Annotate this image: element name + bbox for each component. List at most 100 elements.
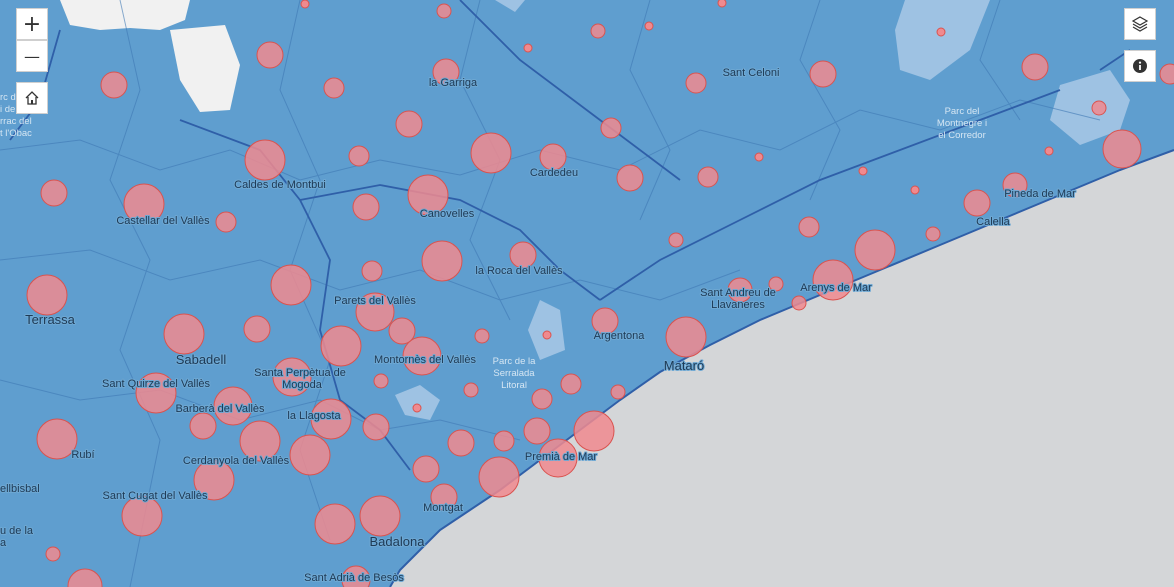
bubble-marker[interactable]	[163, 313, 205, 355]
small-marker[interactable]	[412, 403, 422, 413]
bubble-marker[interactable]	[798, 216, 820, 238]
bubble-marker[interactable]	[402, 336, 442, 376]
bubble-marker[interactable]	[809, 60, 837, 88]
bubble-marker[interactable]	[395, 110, 423, 138]
bubble-marker[interactable]	[925, 226, 941, 242]
bubble-marker[interactable]	[36, 418, 78, 460]
bubble-marker[interactable]	[963, 189, 991, 217]
small-marker[interactable]	[644, 21, 654, 31]
small-marker[interactable]	[717, 0, 727, 8]
bubble-marker[interactable]	[470, 132, 512, 174]
bubble-marker[interactable]	[1021, 53, 1049, 81]
zoom-out-button[interactable]: —	[16, 40, 48, 72]
home-button[interactable]	[16, 82, 48, 114]
bubble-marker[interactable]	[685, 72, 707, 94]
bubble-marker[interactable]	[493, 430, 515, 452]
zoom-in-button[interactable]: +	[16, 8, 48, 40]
small-marker[interactable]	[300, 0, 310, 9]
bubble-marker[interactable]	[1002, 172, 1028, 198]
place-label: Sant Adrià de Besòs	[304, 572, 404, 584]
bubble-marker[interactable]	[355, 292, 395, 332]
bubble-marker[interactable]	[768, 276, 784, 292]
bubble-marker[interactable]	[531, 388, 553, 410]
bubble-marker[interactable]	[213, 386, 253, 426]
small-marker[interactable]	[936, 27, 946, 37]
bubble-marker[interactable]	[463, 382, 479, 398]
small-marker[interactable]	[1044, 146, 1054, 156]
bubble-marker[interactable]	[447, 429, 475, 457]
bubble-marker[interactable]	[1159, 63, 1174, 85]
bubble-marker[interactable]	[270, 264, 312, 306]
bubble-marker[interactable]	[665, 316, 707, 358]
bubble-marker[interactable]	[1091, 100, 1107, 116]
bubble-marker[interactable]	[244, 139, 286, 181]
bubble-marker[interactable]	[412, 455, 440, 483]
small-marker[interactable]	[523, 43, 533, 53]
bubble-marker[interactable]	[320, 325, 362, 367]
bubble-marker[interactable]	[243, 315, 271, 343]
bubble-marker[interactable]	[812, 259, 854, 301]
bubble-marker[interactable]	[509, 241, 537, 269]
bubble-marker[interactable]	[67, 568, 103, 587]
bubble-marker[interactable]	[388, 317, 416, 345]
bubble-marker[interactable]	[123, 183, 165, 225]
bubble-marker[interactable]	[590, 23, 606, 39]
bubble-marker[interactable]	[474, 328, 490, 344]
bubble-marker[interactable]	[100, 71, 128, 99]
bubble-marker[interactable]	[791, 295, 807, 311]
bubble-marker[interactable]	[362, 413, 390, 441]
bubble-marker[interactable]	[26, 274, 68, 316]
small-marker[interactable]	[910, 185, 920, 195]
bubble-marker[interactable]	[193, 459, 235, 501]
bubble-marker[interactable]	[697, 166, 719, 188]
bubble-marker[interactable]	[523, 417, 551, 445]
bubble-marker[interactable]	[430, 483, 458, 511]
bubble-marker[interactable]	[348, 145, 370, 167]
bubble-marker[interactable]	[668, 232, 684, 248]
bubble-marker[interactable]	[310, 398, 352, 440]
bubble-marker[interactable]	[727, 277, 753, 303]
bubble-marker[interactable]	[289, 434, 331, 476]
bubble-marker[interactable]	[432, 58, 460, 86]
bubble-marker[interactable]	[421, 240, 463, 282]
info-button[interactable]	[1124, 50, 1156, 82]
bubble-marker[interactable]	[407, 174, 449, 216]
bubble-marker[interactable]	[352, 193, 380, 221]
bubble-marker[interactable]	[135, 372, 177, 414]
layers-button[interactable]	[1124, 8, 1156, 40]
bubble-marker[interactable]	[610, 384, 626, 400]
bubble-marker[interactable]	[314, 503, 356, 545]
small-marker[interactable]	[858, 166, 868, 176]
small-marker[interactable]	[754, 152, 764, 162]
bubble-marker[interactable]	[361, 260, 383, 282]
bubble-marker[interactable]	[323, 77, 345, 99]
place-label: u de la	[0, 525, 34, 537]
bubble-marker[interactable]	[239, 420, 281, 462]
bubble-marker[interactable]	[539, 143, 567, 171]
bubble-marker[interactable]	[40, 179, 68, 207]
bubble-marker[interactable]	[359, 495, 401, 537]
bubble-marker[interactable]	[215, 211, 237, 233]
bubble-marker[interactable]	[600, 117, 622, 139]
bubble-marker[interactable]	[341, 565, 371, 587]
bubble-marker[interactable]	[854, 229, 896, 271]
bubble-marker[interactable]	[478, 456, 520, 498]
bubble-marker[interactable]	[189, 412, 217, 440]
bubble-marker[interactable]	[45, 546, 61, 562]
bubble-marker[interactable]	[538, 438, 578, 478]
bubble-marker[interactable]	[436, 3, 452, 19]
bubble-marker[interactable]	[121, 495, 163, 537]
bubble-marker[interactable]	[1102, 129, 1142, 169]
small-marker[interactable]	[542, 330, 552, 340]
bubble-marker[interactable]	[560, 373, 582, 395]
park-label: Litoral	[501, 380, 527, 391]
bubble-marker[interactable]	[573, 410, 615, 452]
park-label: Parc del	[945, 106, 980, 117]
bubble-marker[interactable]	[256, 41, 284, 69]
bubble-marker[interactable]	[272, 357, 312, 397]
bubble-marker[interactable]	[591, 307, 619, 335]
bubble-marker[interactable]	[616, 164, 644, 192]
bubble-marker[interactable]	[373, 373, 389, 389]
